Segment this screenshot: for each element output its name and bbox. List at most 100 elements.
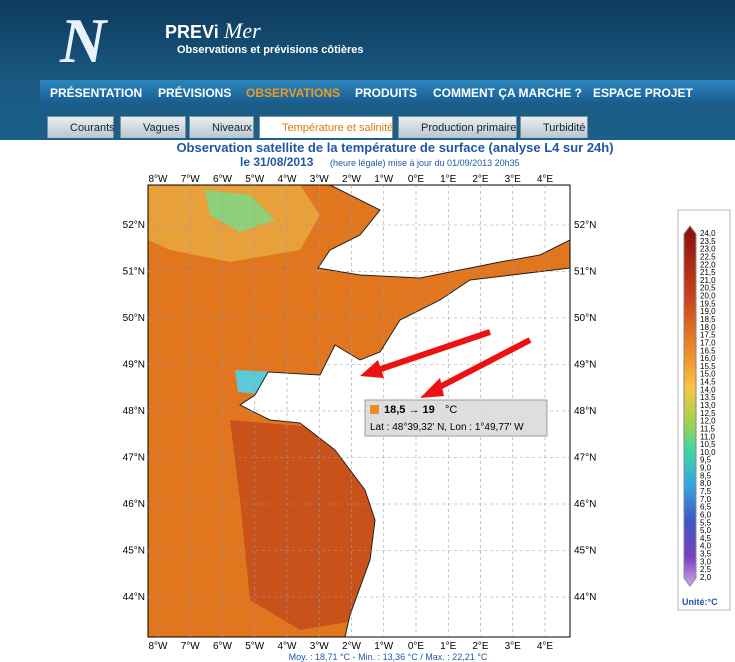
tooltip-swatch — [370, 405, 379, 414]
legend-label: 21,0 — [700, 276, 716, 285]
legend-label: 22,5 — [700, 252, 716, 261]
legend-label: 4,0 — [700, 542, 712, 551]
logo-script: Mer — [224, 18, 261, 43]
lon-label: 1°E — [440, 641, 457, 652]
legend-label: 11,0 — [700, 432, 716, 441]
legend-label: 13,5 — [700, 393, 716, 402]
lon-label: 4°E — [537, 174, 554, 185]
legend-label: 24,0 — [700, 229, 716, 238]
tagline: Observations et prévisions côtières — [177, 44, 364, 56]
lon-label: 7°W — [181, 174, 201, 185]
legend-label: 17,5 — [700, 331, 716, 340]
lon-label: 1°W — [374, 641, 394, 652]
legend-labels: 24,023,523,022,522,021,521,020,520,019,5… — [700, 229, 716, 582]
legend-label: 9,5 — [700, 456, 712, 465]
graticule: 8°W 8°W 7°W 7°W 6°W 6°W 5°W 5°W 4°W 4°W 3°W 3°W 2°W 2… — [123, 174, 597, 652]
nav-bar — [40, 80, 735, 104]
lon-label: 2°E — [472, 174, 489, 185]
lat-label: 49°N — [574, 360, 596, 371]
arrow-head — [360, 360, 384, 378]
legend-label: 10,5 — [700, 440, 716, 449]
legend-label: 10,0 — [700, 448, 716, 457]
arrow — [428, 337, 532, 395]
legend-label: 5,0 — [700, 526, 712, 535]
nav-item[interactable]: PRODUITS — [355, 86, 418, 100]
legend-label: 7,0 — [700, 495, 712, 504]
lat-label: 47°N — [574, 453, 596, 464]
lon-label: 2°W — [342, 641, 362, 652]
lon-label: 8°W — [149, 174, 169, 185]
lon-label: 4°W — [278, 174, 298, 185]
lat-label: 46°N — [574, 499, 596, 510]
lon-label: 7°W — [181, 641, 201, 652]
legend-label: 19,0 — [700, 307, 716, 316]
nav-item[interactable]: ESPACE PROJET — [593, 86, 693, 100]
lon-label: 1°E — [440, 174, 457, 185]
map-title: Observation satellite de la température … — [176, 140, 613, 155]
legend-label: 12,0 — [700, 417, 716, 426]
lon-label: 0°E — [408, 174, 425, 185]
legend-label: 16,5 — [700, 346, 716, 355]
legend-label: 14,0 — [700, 385, 716, 394]
lon-label: 6°W — [213, 641, 233, 652]
legend-label: 14,5 — [700, 378, 716, 387]
lat-label: 48°N — [123, 406, 145, 417]
legend-label: 23,0 — [700, 245, 716, 254]
tab[interactable]: Turbidité — [520, 116, 588, 138]
lat-label: 51°N — [574, 267, 596, 278]
nav-item[interactable]: COMMENT ÇA MARCHE ? — [433, 86, 582, 100]
legend-label: 19,5 — [700, 299, 716, 308]
lon-label: 3°W — [310, 174, 330, 185]
arrow-head — [420, 378, 444, 398]
lat-label: 46°N — [123, 499, 145, 510]
legend-label: 6,5 — [700, 503, 712, 512]
map-date: le 31/08/2013 — [240, 155, 314, 169]
tab[interactable]: Courants — [47, 116, 115, 138]
map-stats: Moy. : 18,71 °C - Min. : 13,36 °C / Max.… — [289, 652, 488, 662]
tab[interactable]: Température et salinité — [259, 116, 393, 138]
lon-label: 3°W — [310, 641, 330, 652]
legend-label: 16,0 — [700, 354, 716, 363]
nav-item[interactable]: PRÉVISIONS — [158, 86, 232, 100]
lat-label: 51°N — [123, 267, 145, 278]
lon-label: 1°W — [374, 174, 394, 185]
lat-label: 45°N — [123, 546, 145, 557]
lon-label: 3°E — [505, 641, 522, 652]
lat-label: 52°N — [123, 220, 145, 231]
lat-label: 50°N — [574, 313, 596, 324]
tab[interactable]: Production primaire — [398, 116, 517, 138]
legend-label: 2,5 — [700, 565, 712, 574]
legend-label: 18,5 — [700, 315, 716, 324]
logo-mark: N — [60, 5, 107, 76]
legend-label: 15,0 — [700, 370, 716, 379]
legend-label: 8,0 — [700, 479, 712, 488]
lon-label: 8°W — [149, 641, 169, 652]
lon-label: 3°E — [505, 174, 522, 185]
lat-label: 45°N — [574, 546, 596, 557]
lat-label: 52°N — [574, 220, 596, 231]
tooltip — [364, 399, 548, 437]
lat-label: 48°N — [574, 406, 596, 417]
lat-label: 44°N — [574, 592, 596, 603]
tab[interactable]: Vagues — [120, 116, 186, 138]
legend-label: 3,0 — [700, 557, 712, 566]
legend-label: 15,5 — [700, 362, 716, 371]
lat-label: 44°N — [123, 592, 145, 603]
legend-label: 17,0 — [700, 338, 716, 347]
legend-unit: Unité:°C — [682, 597, 718, 607]
map-update: (heure légale) mise à jour du 01/09/2013… — [330, 158, 520, 168]
legend-label: 8,5 — [700, 471, 712, 480]
lon-label: 5°W — [245, 174, 265, 185]
nav-item[interactable]: OBSERVATIONS — [246, 86, 341, 100]
lon-label: 6°W — [213, 174, 233, 185]
lon-label: 4°W — [278, 641, 298, 652]
lat-label: 47°N — [123, 453, 145, 464]
nav-item[interactable]: PRÉSENTATION — [50, 86, 143, 100]
legend-label: 2,0 — [700, 573, 712, 582]
tab[interactable]: Niveaux — [189, 116, 254, 138]
tooltip-position: Lat : 48°39,32' N, Lon : 1°49,77' W — [370, 422, 524, 433]
legend-label: 23,5 — [700, 237, 716, 246]
lon-label: 5°W — [245, 641, 265, 652]
